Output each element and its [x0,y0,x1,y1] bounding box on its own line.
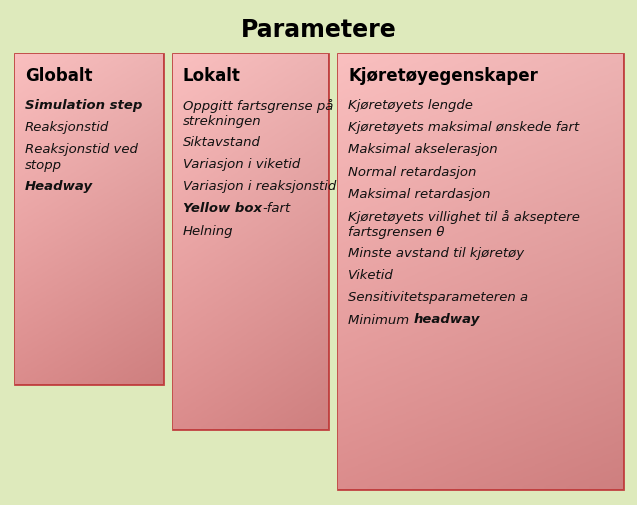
Text: Oppgitt fartsgrense på
strekningen: Oppgitt fartsgrense på strekningen [183,99,333,128]
Text: Sensitivitetsparameteren a: Sensitivitetsparameteren a [348,291,528,304]
Text: Viketid: Viketid [348,269,394,281]
Text: Minste avstand til kjøretøy: Minste avstand til kjøretøy [348,246,524,259]
Text: Variasjon i viketid: Variasjon i viketid [183,158,300,170]
Text: Kjøretøyets maksimal ønskede fart: Kjøretøyets maksimal ønskede fart [348,121,579,134]
Text: Simulation step: Simulation step [25,99,143,112]
Bar [15,55,163,384]
Text: Kjøretøyets villighet til å akseptere
fartsgrensen θ: Kjøretøyets villighet til å akseptere fa… [348,210,580,239]
Text: Variasjon i reaksjonstid: Variasjon i reaksjonstid [183,180,336,192]
Text: Siktavstand: Siktavstand [183,135,261,148]
Text: headway: headway [413,313,480,326]
Text: Helning: Helning [183,224,234,237]
Text: Lokalt: Lokalt [183,67,241,85]
Text: Reaksjonstid ved
stopp: Reaksjonstid ved stopp [25,143,138,171]
Bar [173,55,328,429]
Text: Headway: Headway [25,180,93,192]
Text: Maksimal retardasjon: Maksimal retardasjon [348,188,490,200]
Text: Globalt: Globalt [25,67,92,85]
Text: Yellow box: Yellow box [183,202,262,215]
Text: Parametere: Parametere [241,18,396,42]
Bar [338,55,623,489]
Text: Minimum: Minimum [348,313,413,326]
Text: -fart: -fart [262,202,290,215]
Text: Maksimal akselerasjon: Maksimal akselerasjon [348,143,497,156]
Text: Kjøretøyegenskaper: Kjøretøyegenskaper [348,67,538,85]
Text: Normal retardasjon: Normal retardasjon [348,166,476,178]
Text: Reaksjonstid: Reaksjonstid [25,121,110,134]
Text: Kjøretøyets lengde: Kjøretøyets lengde [348,99,473,112]
